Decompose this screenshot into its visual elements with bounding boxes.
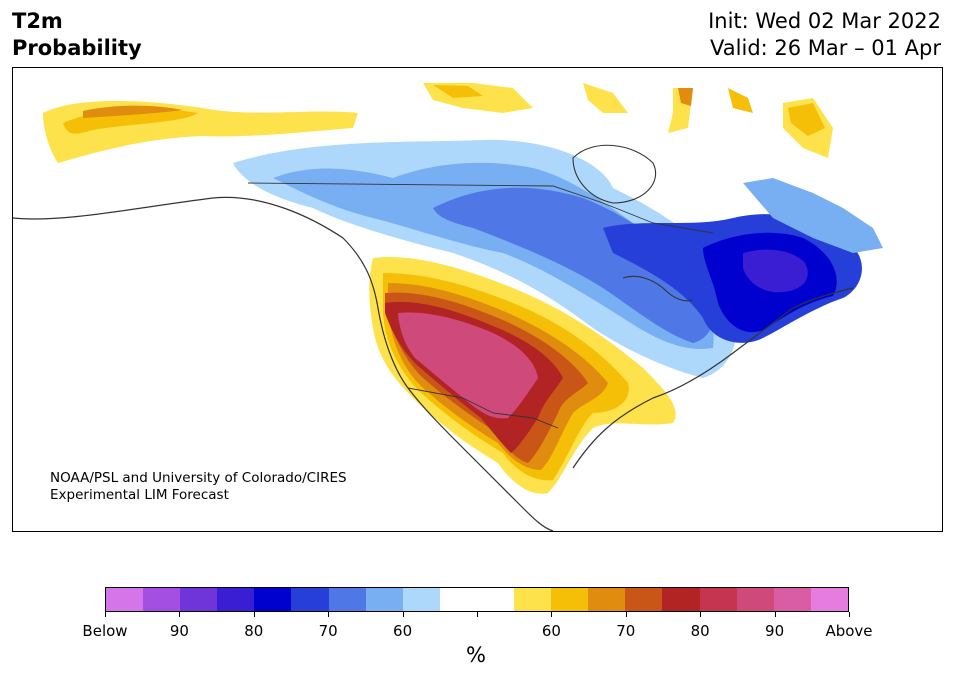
colorbar-swatch	[180, 588, 218, 611]
warm-region-arctic-2	[583, 83, 628, 113]
colorbar-swatch	[254, 588, 292, 611]
product-label: Probability	[12, 36, 142, 60]
colorbar-tick	[253, 612, 255, 617]
coastline-west	[13, 196, 554, 531]
colorbar-swatch	[328, 588, 366, 611]
colorbar-swatch	[810, 588, 848, 611]
cool-region-east	[743, 178, 883, 253]
colorbar-tick-label: 60	[541, 622, 561, 640]
map-panel: NOAA/PSL and University of Colorado/CIRE…	[12, 67, 943, 532]
colorbar-swatch	[402, 588, 440, 611]
credit-line-2: Experimental LIM Forecast	[50, 487, 229, 503]
colorbar-swatch	[476, 588, 515, 611]
probability-map	[13, 83, 883, 531]
warm-region-arctic-1-core	[433, 85, 483, 98]
colorbar-tick-label: 80	[690, 622, 710, 640]
great-lakes	[622, 275, 694, 302]
colorbar-tick-label: Below	[82, 622, 128, 640]
colorbar-swatch	[662, 588, 700, 611]
warm-region-arctic-4	[728, 88, 753, 113]
colorbar-tick-label: 90	[765, 622, 785, 640]
coastline-east	[572, 287, 854, 469]
warm-region-alaska-peak	[83, 105, 183, 118]
us-canada-border	[247, 182, 714, 234]
cool-region-violet	[743, 249, 808, 293]
credit-line-1: NOAA/PSL and University of Colorado/CIRE…	[50, 470, 347, 486]
colorbar-swatch	[439, 588, 477, 611]
colorbar-tick	[625, 612, 627, 617]
colorbar-tick	[477, 612, 478, 617]
colorbar-tick-label: 60	[393, 622, 413, 640]
colorbar-tick	[328, 612, 330, 617]
colorbar-tick	[402, 612, 404, 617]
warm-region-arctic-5-core	[788, 103, 825, 136]
colorbar-swatch	[551, 588, 589, 611]
colorbar-swatch	[736, 588, 774, 611]
init-date: Init: Wed 02 Mar 2022	[708, 9, 941, 33]
forecast-dates: Init: Wed 02 Mar 2022 Valid: 26 Mar – 01…	[708, 8, 941, 62]
colorbar-swatch	[217, 588, 255, 611]
colorbar-tick-label: 90	[169, 622, 189, 640]
colorbar-swatch	[773, 588, 811, 611]
colorbar-swatch	[625, 588, 663, 611]
colorbar-tick	[849, 612, 850, 617]
us-mexico-border	[407, 387, 559, 429]
colorbar-swatch	[143, 588, 181, 611]
warm-region-arctic-3-core	[678, 88, 693, 106]
map-title: T2m Probability	[12, 8, 142, 62]
colorbar-tick	[105, 612, 106, 617]
hudson-bay	[572, 144, 656, 204]
colorbar-swatch	[291, 588, 329, 611]
cool-region-blue	[433, 187, 714, 343]
colorbar-tick	[774, 612, 776, 617]
valid-dates: Valid: 26 Mar – 01 Apr	[710, 36, 941, 60]
credit-text: NOAA/PSL and University of Colorado/CIRE…	[50, 470, 347, 504]
colorbar-swatch	[699, 588, 737, 611]
colorbar-swatch	[106, 588, 144, 611]
colorbar-tick	[551, 612, 553, 617]
colorbar-tick-label: Above	[825, 622, 873, 640]
colorbar-tick-label: 80	[244, 622, 264, 640]
colorbar-tick-label: 70	[318, 622, 338, 640]
variable-label: T2m	[12, 9, 63, 33]
colorbar-tick	[179, 612, 181, 617]
colorbar-swatch	[365, 588, 403, 611]
colorbar-tick-label: 70	[616, 622, 636, 640]
warm-region-pink	[398, 312, 538, 419]
colorbar-swatch	[588, 588, 626, 611]
colorbar-tick	[700, 612, 702, 617]
colorbar-unit: %	[466, 643, 486, 667]
probability-colorbar	[105, 587, 849, 612]
colorbar-swatch	[514, 588, 552, 611]
